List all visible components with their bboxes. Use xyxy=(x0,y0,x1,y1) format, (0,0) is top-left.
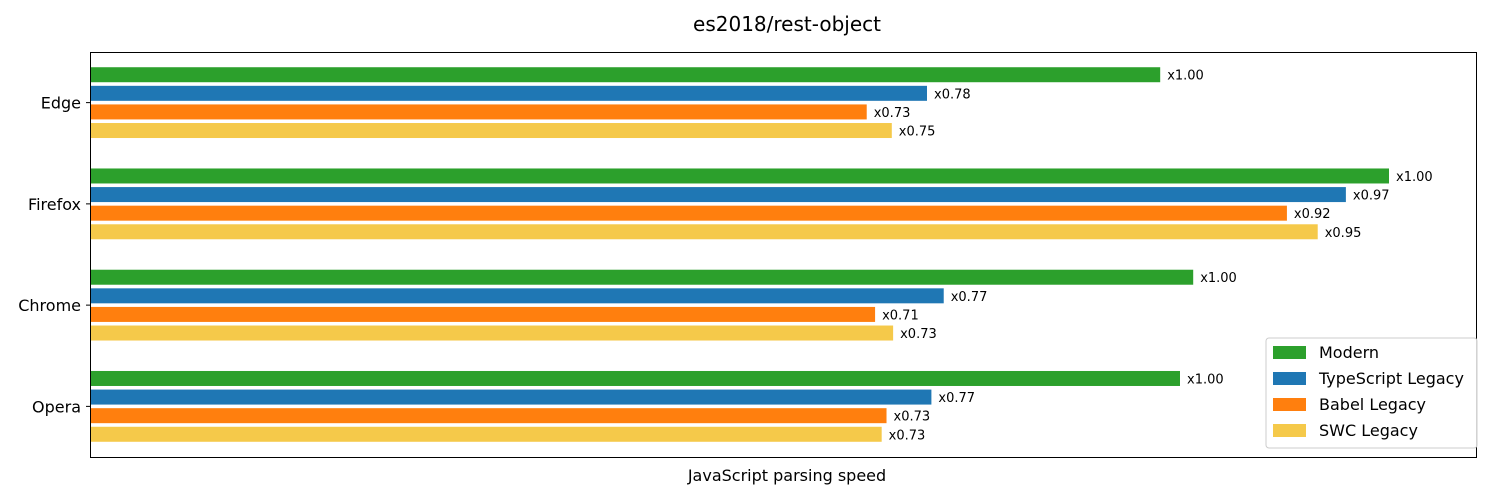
legend-label: Modern xyxy=(1319,343,1379,362)
plot-area-frame xyxy=(90,52,1477,458)
data-label: x0.73 xyxy=(889,428,926,443)
bar-firefox-typescript-legacy xyxy=(91,187,1346,203)
bar-opera-modern xyxy=(91,370,1180,386)
bar-chrome-modern xyxy=(91,269,1194,285)
y-tick-label-edge: Edge xyxy=(41,94,81,113)
y-tick-label-firefox: Firefox xyxy=(28,195,81,214)
data-label: x0.75 xyxy=(899,125,936,140)
legend-label: TypeScript Legacy xyxy=(1318,369,1464,388)
data-label: x1.00 xyxy=(1187,372,1224,387)
bar-opera-typescript-legacy xyxy=(91,389,932,405)
chart-title: es2018/rest-object xyxy=(693,12,881,36)
data-label: x0.97 xyxy=(1353,189,1390,204)
y-axis-ticks: Edge Firefox Chrome Opera xyxy=(18,94,91,416)
data-label: x0.73 xyxy=(874,106,911,121)
bar-chrome-babel-legacy xyxy=(91,306,876,322)
data-label: x1.00 xyxy=(1167,69,1204,84)
x-axis-label: JavaScript parsing speed xyxy=(687,466,886,485)
bar-edge-typescript-legacy xyxy=(91,85,927,101)
legend-label: Babel Legacy xyxy=(1319,395,1426,414)
bars-group: x1.00 x0.78 x0.73 x0.75 x1.00 x0.97 x0.92 x0.95… xyxy=(91,67,1433,443)
legend: Modern TypeScript Legacy Babel Legacy SWC L… xyxy=(1265,337,1478,449)
bar-chrome-swc-legacy xyxy=(91,325,894,341)
bar-opera-babel-legacy xyxy=(91,408,887,424)
y-tick-label-chrome: Chrome xyxy=(18,296,81,315)
bar-firefox-swc-legacy xyxy=(91,224,1318,240)
data-label: x0.77 xyxy=(938,391,975,406)
bar-firefox-babel-legacy xyxy=(91,205,1287,221)
data-label: x0.73 xyxy=(894,410,931,425)
bar-edge-babel-legacy xyxy=(91,104,867,120)
y-tick-label-opera: Opera xyxy=(32,397,81,416)
data-label: x0.73 xyxy=(900,327,937,342)
legend-swatch xyxy=(1273,424,1306,437)
legend-label: SWC Legacy xyxy=(1319,421,1418,440)
bar-opera-swc-legacy xyxy=(91,426,882,442)
legend-swatch xyxy=(1273,372,1306,385)
data-label: x1.00 xyxy=(1396,170,1433,185)
legend-swatch xyxy=(1273,346,1306,359)
data-label: x0.92 xyxy=(1294,207,1331,222)
data-label: x0.78 xyxy=(934,87,971,102)
data-label: x0.95 xyxy=(1325,226,1362,241)
data-label: x1.00 xyxy=(1200,271,1237,286)
data-label: x0.77 xyxy=(951,290,988,305)
data-label: x0.71 xyxy=(882,308,919,323)
bar-edge-modern xyxy=(91,67,1161,83)
legend-frame xyxy=(1265,337,1478,449)
bar-firefox-modern xyxy=(91,168,1389,184)
bar-edge-swc-legacy xyxy=(91,123,892,139)
legend-swatch xyxy=(1273,398,1306,411)
bar-chrome-typescript-legacy xyxy=(91,288,944,304)
